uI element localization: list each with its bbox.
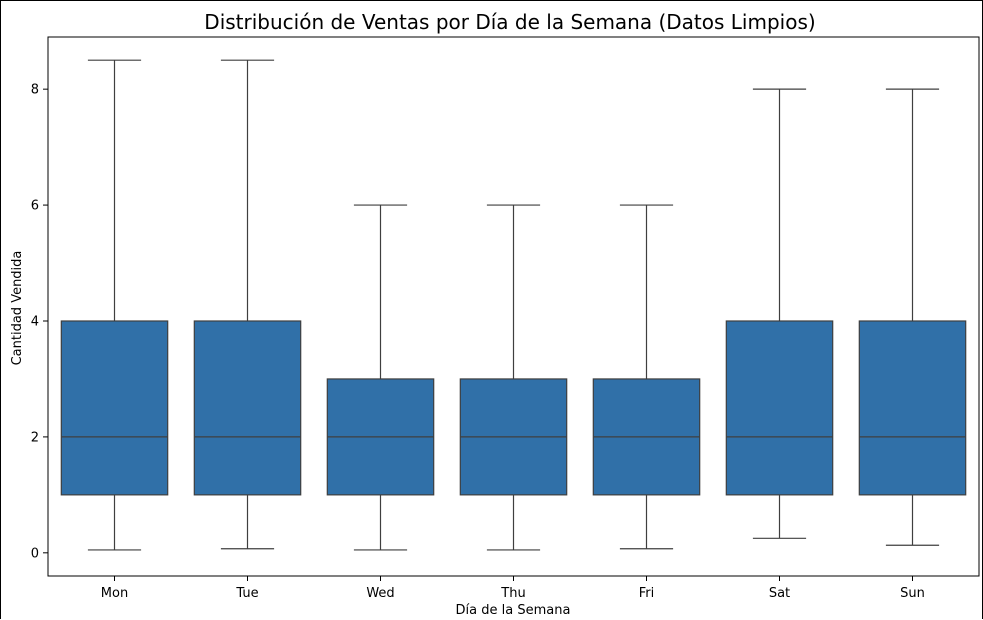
x-tick-label: Thu [500, 586, 525, 601]
y-tick-label: 6 [31, 199, 39, 214]
y-axis-label: Cantidad Vendida [10, 251, 25, 366]
y-tick-label: 0 [31, 546, 39, 561]
box-sat [725, 320, 834, 496]
box-tue [193, 320, 302, 496]
x-tick-label: Wed [366, 586, 394, 601]
y-tick-label: 2 [31, 430, 39, 445]
y-tick-label: 8 [31, 83, 39, 98]
x-tick-label: Tue [235, 586, 258, 601]
x-axis-label: Día de la Semana [456, 603, 571, 618]
plot-area: 0 2 4 6 8 Mon Tue Wed Thu Fri Sat Sun [31, 36, 980, 601]
x-tick-label: Sat [769, 586, 790, 601]
y-tick-label: 4 [31, 314, 39, 329]
x-tick-label: Fri [639, 586, 655, 601]
box-sun [858, 320, 967, 496]
box-mon [60, 320, 169, 496]
x-tick-label: Sun [900, 586, 925, 601]
x-tick-label: Mon [101, 586, 128, 601]
chart-title: Distribución de Ventas por Día de la Sem… [204, 10, 815, 34]
